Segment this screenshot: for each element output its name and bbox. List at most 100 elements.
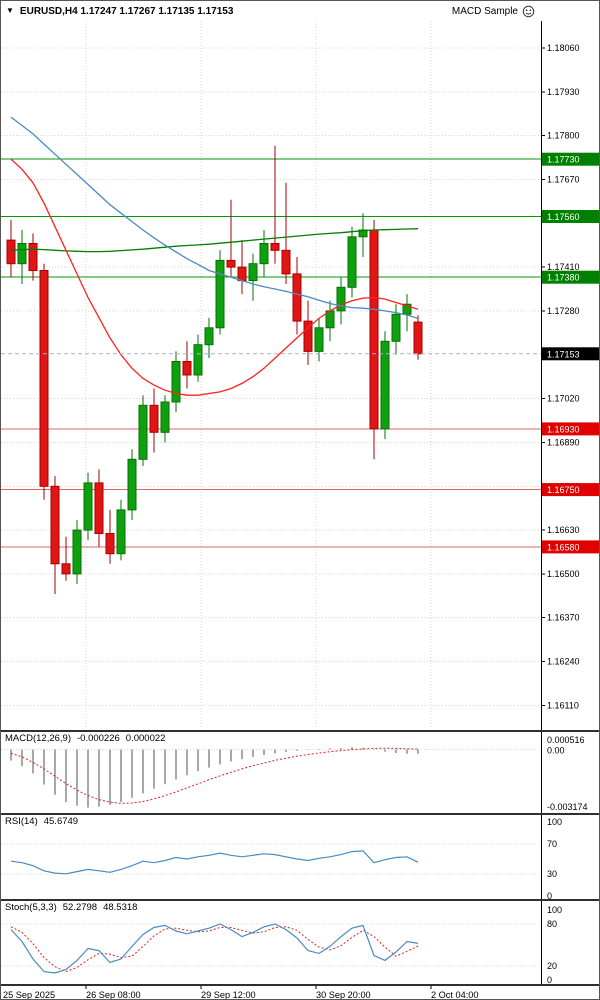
stoch-panel: 100 80 20 0 <box>1 905 562 985</box>
candle-body <box>281 249 291 275</box>
grid <box>1 21 541 729</box>
candle-body <box>94 482 104 534</box>
chart-title-ohlc: EURUSD,H4 1.17247 1.17267 1.17135 1.1715… <box>19 5 234 17</box>
candle-body <box>72 529 82 575</box>
resistance-badge <box>542 210 599 223</box>
macd-value-signal: 0.000022 <box>125 733 166 744</box>
price-axis: 1.18060 1.17930 1.17800 1.17670 1.17410 1.172… <box>541 21 599 985</box>
candle-body <box>160 401 170 433</box>
resistance-badge-label: 1.17730 <box>547 155 580 165</box>
macd-label: MACD(12,26,9) -0.000226 0.000022 <box>5 733 165 744</box>
price-tick-label: 1.16370 <box>547 613 580 623</box>
candle-body <box>259 243 269 265</box>
stoch-name: Stoch(5,3,3) <box>5 902 57 913</box>
resistance-badge <box>542 270 599 284</box>
support-badge <box>542 422 599 436</box>
candle-body <box>226 259 236 268</box>
candle-body <box>193 344 203 376</box>
candle-body <box>413 321 423 355</box>
candle-body <box>105 533 115 555</box>
candle-body <box>347 236 357 288</box>
candle-body <box>171 361 181 403</box>
candle-body <box>61 563 71 575</box>
chart-header: ▼ EURUSD,H4 1.17247 1.17267 1.17135 1.17… <box>1 1 599 21</box>
candle-body <box>127 458 137 511</box>
candle-body <box>116 509 126 555</box>
time-label: 2 Oct 04:00 <box>431 990 479 1000</box>
candle-body <box>303 320 313 352</box>
resistance-badge <box>542 152 599 166</box>
resistance-badge-label: 1.17380 <box>547 273 580 283</box>
candle-body <box>292 273 302 322</box>
price-tick-label: 1.16500 <box>547 569 580 579</box>
price-tick-label: 1.17930 <box>547 87 580 97</box>
stoch-value-k: 52.2798 <box>62 902 98 913</box>
price-tick-label: 1.16110 <box>547 700 579 710</box>
ea-status: MACD Sample <box>452 5 535 18</box>
candle-body <box>17 243 27 265</box>
stoch-axis-label: 80 <box>547 919 557 929</box>
price-tick-label: 1.17800 <box>547 131 580 141</box>
price-tick-label: 1.16890 <box>547 437 580 447</box>
candle-body <box>358 229 368 238</box>
current-price-badge-label: 1.17153 <box>547 349 580 359</box>
sr-levels <box>1 158 541 548</box>
candle-body <box>204 327 214 346</box>
support-badge-label: 1.16750 <box>547 485 580 495</box>
price-tick-label: 1.17670 <box>547 175 580 185</box>
stoch-label: Stoch(5,3,3) 52.2798 48.5318 <box>5 902 137 913</box>
candle-body <box>215 259 225 329</box>
candle-body <box>149 404 159 433</box>
macd-axis-max: 0.000516 <box>547 735 585 745</box>
candle-body <box>182 361 192 376</box>
candle-body <box>6 239 16 265</box>
candle-body <box>391 313 401 342</box>
support-badge-label: 1.16580 <box>547 542 580 552</box>
macd-name: MACD(12,26,9) <box>5 733 71 744</box>
time-label: 29 Sep 12:00 <box>201 990 256 1000</box>
rsi-axis-label: 100 <box>547 817 562 827</box>
candle-body <box>28 243 38 271</box>
stoch-axis-label: 20 <box>547 961 557 971</box>
resistance-badge-label: 1.17560 <box>547 212 580 222</box>
candle-body <box>138 404 148 460</box>
price-tick-label: 1.16240 <box>547 657 580 667</box>
rsi-value: 45.6749 <box>43 816 79 827</box>
rsi-axis-label: 70 <box>547 839 557 849</box>
candle-body <box>336 286 346 312</box>
rsi-panel: 100 70 30 0 <box>1 817 562 901</box>
stoch-value-d: 48.5318 <box>103 902 138 913</box>
macd-value-main: -0.000226 <box>77 733 120 744</box>
ea-name: MACD Sample <box>451 5 518 17</box>
candle-body <box>248 263 258 282</box>
candle-body <box>369 229 379 430</box>
candle-body <box>402 303 412 315</box>
ma-green-line <box>10 228 419 253</box>
chart-menu-icon[interactable]: ▼ <box>6 6 14 15</box>
rsi-name: RSI(14) <box>5 816 38 827</box>
rsi-axis-label: 30 <box>547 869 557 879</box>
rsi-label: RSI(14) 45.6749 <box>5 816 78 827</box>
candle-body <box>39 270 49 487</box>
price-tick-label: 1.17410 <box>547 262 580 272</box>
support-badge <box>542 483 599 497</box>
rsi-line <box>10 850 419 875</box>
ea-smiley-icon[interactable] <box>522 5 535 18</box>
price-tick-label: 1.17280 <box>547 306 580 316</box>
candle-body <box>83 482 93 531</box>
price-tick-label: 1.17020 <box>547 394 580 404</box>
macd-axis-min: -0.003174 <box>547 802 588 812</box>
candles <box>6 145 423 595</box>
stoch-d-line <box>10 926 419 973</box>
candle-body <box>314 327 324 352</box>
macd-signal-line <box>10 747 419 804</box>
candle-body <box>237 266 247 282</box>
support-badge-label: 1.16930 <box>547 424 580 434</box>
time-axis: 25 Sep 2025 26 Sep 08:00 29 Sep 12:00 30 Se… <box>3 986 479 1000</box>
stoch-axis-label: 0 <box>547 975 552 985</box>
candle-body <box>50 485 60 565</box>
candle-body <box>270 243 280 251</box>
time-label: 25 Sep 2025 <box>3 990 55 1000</box>
